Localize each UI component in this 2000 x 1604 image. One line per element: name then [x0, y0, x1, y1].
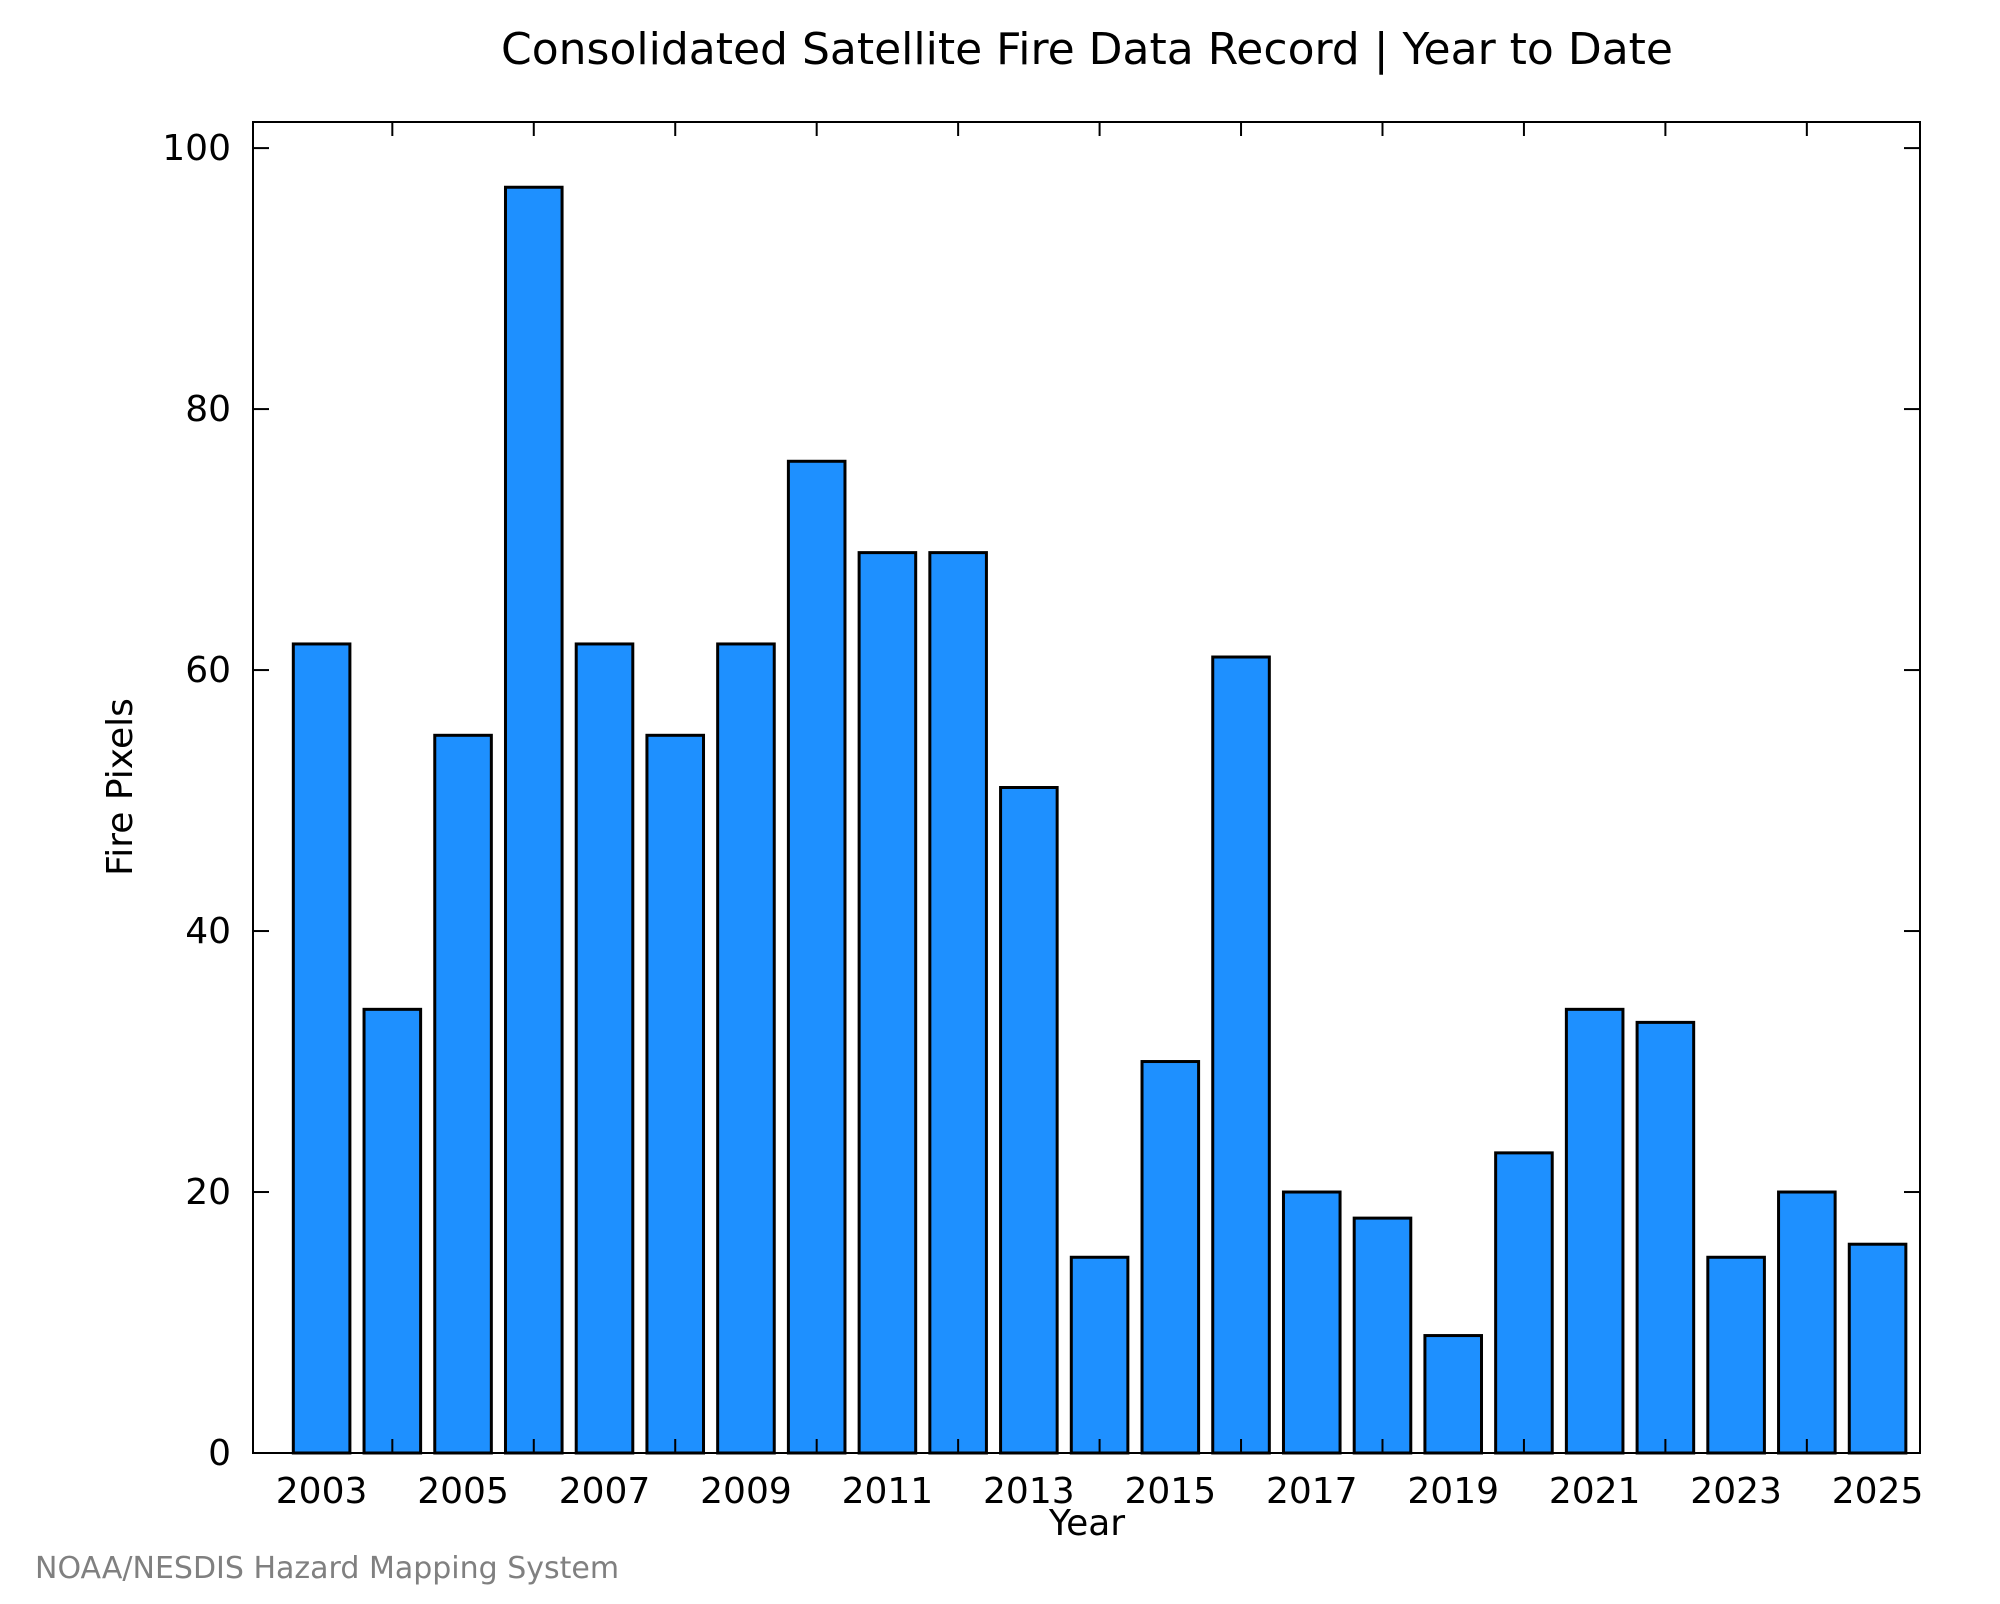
y-tick-label: 40	[185, 911, 231, 952]
bar-2014	[1069, 1255, 1130, 1455]
x-tick-label: 2025	[1832, 1471, 1924, 1512]
bar-2025	[1847, 1242, 1908, 1455]
footer-credit: NOAA/NESDIS Hazard Mapping System	[35, 1551, 619, 1586]
bar-2011	[857, 551, 918, 1455]
x-tick-label: 2019	[1407, 1471, 1499, 1512]
bar-2016	[1211, 655, 1271, 1455]
bar-2015	[1140, 1060, 1201, 1455]
bar-2013	[999, 786, 1059, 1455]
x-tick-label: 2023	[1690, 1471, 1782, 1512]
bar-2005	[433, 733, 493, 1455]
x-axis-label: Year	[1048, 1503, 1125, 1544]
y-tick-label: 100	[162, 128, 231, 169]
bar-2018	[1352, 1216, 1413, 1455]
x-tick-label: 2017	[1266, 1471, 1358, 1512]
bar-2021	[1564, 1007, 1625, 1455]
x-tick-label: 2015	[1124, 1471, 1216, 1512]
x-tick-label: 2005	[417, 1471, 509, 1512]
bar-2012	[928, 551, 988, 1455]
bar-2017	[1281, 1190, 1342, 1455]
x-tick-label: 2009	[700, 1471, 792, 1512]
y-tick-label: 20	[185, 1172, 231, 1213]
bar-2004	[362, 1007, 423, 1455]
bar-2009	[716, 642, 776, 1455]
y-axis-label: Fire Pixels	[100, 698, 141, 876]
bar-2024	[1777, 1190, 1837, 1455]
bar-2019	[1423, 1334, 1484, 1455]
plot-frame	[252, 121, 1921, 1454]
x-tick-label: 2007	[559, 1471, 651, 1512]
bars-layer	[291, 185, 1908, 1455]
bar-2006	[503, 185, 564, 1455]
x-tick-label: 2011	[842, 1471, 934, 1512]
chart-title: Consolidated Satellite Fire Data Record …	[501, 24, 1673, 75]
x-tick-label: 2013	[983, 1471, 1075, 1512]
bar-2008	[645, 733, 706, 1455]
y-tick-label: 80	[185, 389, 231, 430]
y-tick-label: 0	[208, 1433, 231, 1474]
x-tick-label: 2003	[276, 1471, 368, 1512]
bar-2020	[1494, 1151, 1554, 1455]
bar-2003	[291, 642, 352, 1455]
ticks-layer: 0 20 40 60 80 100 2003 2005 2007 2009 2011 2013 2015…	[162, 122, 1923, 1512]
bar-2007	[574, 642, 635, 1455]
bar-2023	[1706, 1255, 1766, 1455]
bar-2010	[786, 459, 847, 1455]
bar-2022	[1635, 1020, 1696, 1455]
x-tick-label: 2021	[1549, 1471, 1641, 1512]
y-tick-label: 60	[185, 650, 231, 691]
